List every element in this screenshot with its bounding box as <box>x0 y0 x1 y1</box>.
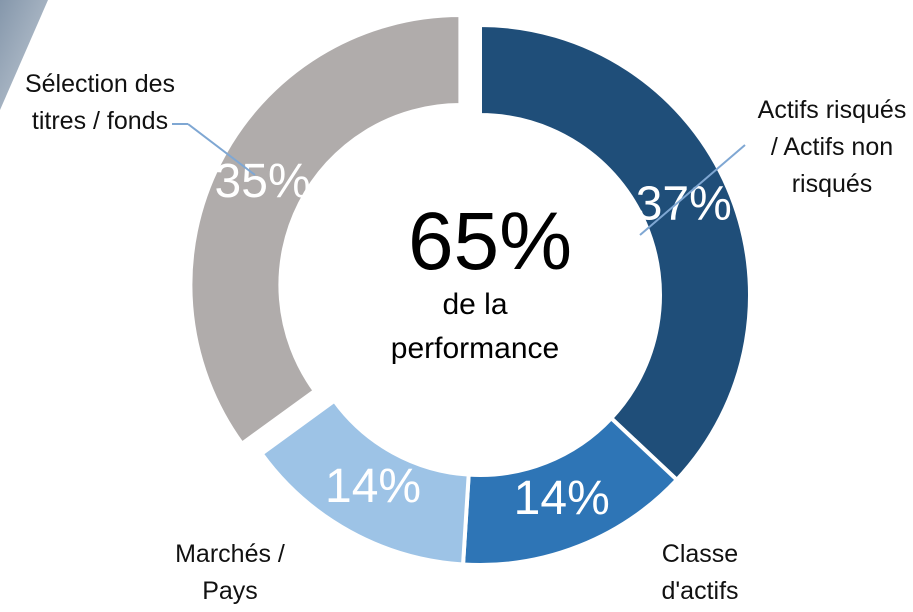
value-label: 37% <box>636 178 732 231</box>
center-value: 65% <box>407 196 573 287</box>
leader-line <box>639 144 746 236</box>
category-label: Marchés / Pays <box>175 540 285 605</box>
value-label: 35% <box>215 155 311 208</box>
corner-decoration <box>0 0 48 110</box>
donut: 37% 14% 14% 35% <box>188 13 752 567</box>
center-text: de la performance <box>390 288 560 365</box>
donut-slice <box>258 398 471 567</box>
donut-slice <box>478 22 752 483</box>
donut-slice <box>188 13 463 447</box>
category-label: Sélection des titres / fonds <box>24 70 176 135</box>
category-label: Classe d'actifs <box>661 540 739 605</box>
value-label: 14% <box>514 472 610 525</box>
leader-line <box>187 123 256 176</box>
value-label: 14% <box>325 460 421 513</box>
category-label: Actifs risqués / Actifs non risqués <box>757 96 907 198</box>
